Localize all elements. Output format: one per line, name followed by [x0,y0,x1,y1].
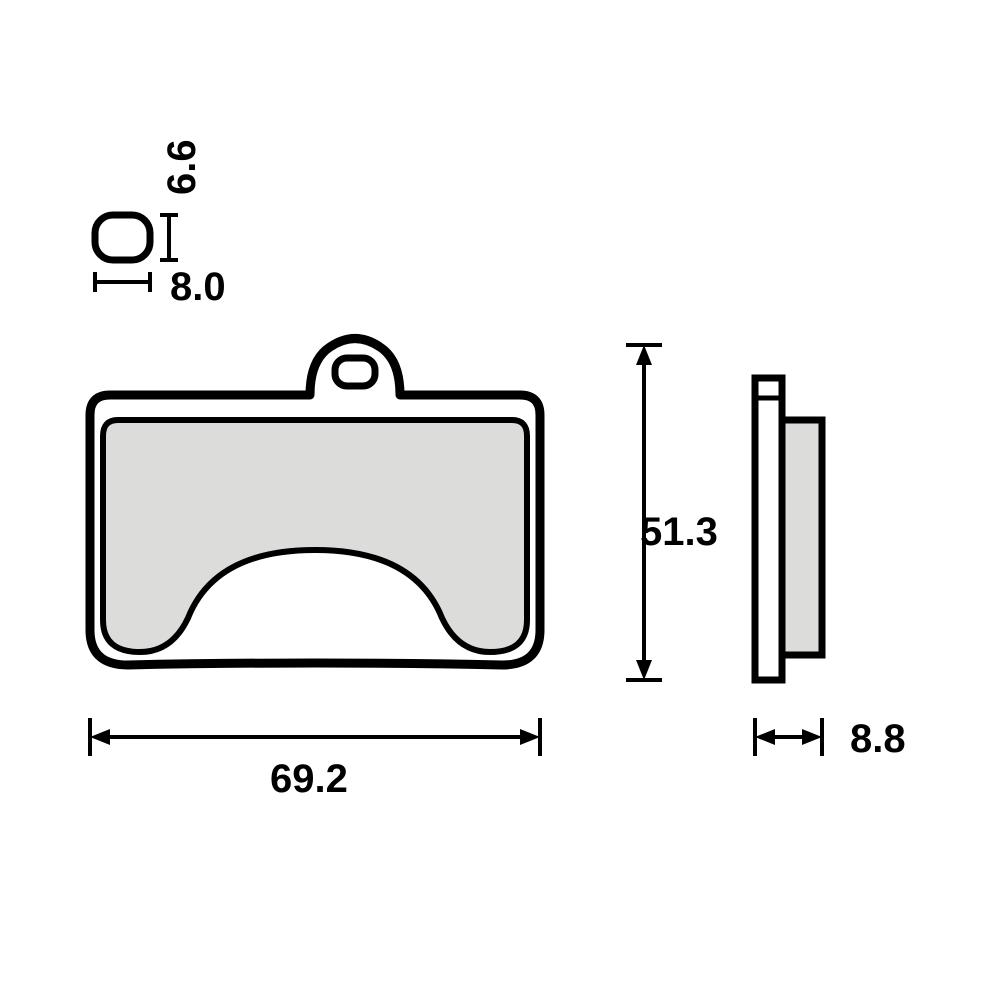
thickness-dimension: 8.8 [755,717,906,761]
pin-shape [95,215,150,260]
side-friction-material [782,420,822,655]
width-label: 69.2 [270,757,348,801]
pin-detail-group: 6.6 8.0 [95,139,226,309]
pin-width-dim: 8.0 [95,265,226,309]
side-view [755,378,822,680]
pin-width-label: 8.0 [170,265,226,309]
pin-height-dim: 6.6 [160,139,204,260]
height-dimension: 51.3 [626,345,718,680]
pad-mounting-hole [335,358,375,386]
pin-height-label: 6.6 [160,139,204,195]
side-backing-plate [755,378,782,680]
technical-drawing: 6.6 8.0 51.3 [0,0,1000,1000]
thickness-label: 8.8 [850,717,906,761]
height-label: 51.3 [640,510,718,554]
front-view [90,339,540,666]
width-dimension: 69.2 [90,718,540,801]
